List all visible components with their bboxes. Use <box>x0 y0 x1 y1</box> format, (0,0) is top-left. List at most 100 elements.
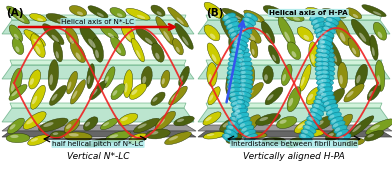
Ellipse shape <box>231 35 245 43</box>
Ellipse shape <box>10 68 22 97</box>
Ellipse shape <box>310 112 316 116</box>
Ellipse shape <box>237 35 242 39</box>
Ellipse shape <box>240 67 245 70</box>
Ellipse shape <box>227 74 241 81</box>
Ellipse shape <box>67 71 78 94</box>
Ellipse shape <box>339 75 343 84</box>
Ellipse shape <box>87 75 90 84</box>
Ellipse shape <box>103 67 115 88</box>
Ellipse shape <box>299 64 311 91</box>
Ellipse shape <box>238 61 252 68</box>
Ellipse shape <box>322 31 328 34</box>
Polygon shape <box>206 60 382 65</box>
Ellipse shape <box>113 90 117 96</box>
Ellipse shape <box>347 91 354 97</box>
Ellipse shape <box>236 104 241 108</box>
Ellipse shape <box>162 78 165 84</box>
Ellipse shape <box>100 118 118 130</box>
Ellipse shape <box>155 53 160 59</box>
Ellipse shape <box>319 84 324 88</box>
Ellipse shape <box>124 83 128 93</box>
Ellipse shape <box>229 88 235 91</box>
Ellipse shape <box>241 26 246 30</box>
Ellipse shape <box>31 138 38 142</box>
Ellipse shape <box>323 99 336 107</box>
Ellipse shape <box>263 6 285 18</box>
Ellipse shape <box>335 19 351 45</box>
Ellipse shape <box>364 131 384 141</box>
Ellipse shape <box>226 130 231 133</box>
Ellipse shape <box>321 61 335 68</box>
Polygon shape <box>10 103 186 108</box>
Polygon shape <box>198 108 390 122</box>
Ellipse shape <box>231 48 245 55</box>
Polygon shape <box>198 20 390 34</box>
Ellipse shape <box>317 58 322 61</box>
Ellipse shape <box>230 52 243 59</box>
Ellipse shape <box>322 58 328 61</box>
Ellipse shape <box>322 75 327 78</box>
Text: Interdistance between fibril bundle: Interdistance between fibril bundle <box>230 141 358 147</box>
Ellipse shape <box>245 136 251 140</box>
Ellipse shape <box>136 50 141 58</box>
Ellipse shape <box>319 35 333 42</box>
Ellipse shape <box>180 75 183 82</box>
Ellipse shape <box>14 34 19 40</box>
Ellipse shape <box>137 15 145 19</box>
Text: half helical pitch of N*-LC: half helical pitch of N*-LC <box>52 141 144 147</box>
Polygon shape <box>198 131 392 137</box>
Ellipse shape <box>294 118 316 133</box>
Ellipse shape <box>330 116 343 125</box>
Ellipse shape <box>145 38 152 44</box>
Ellipse shape <box>314 24 319 28</box>
Ellipse shape <box>232 44 246 51</box>
Ellipse shape <box>359 33 366 42</box>
Ellipse shape <box>312 20 318 23</box>
Ellipse shape <box>323 89 345 109</box>
Ellipse shape <box>246 13 252 17</box>
Ellipse shape <box>245 13 258 21</box>
Ellipse shape <box>223 16 229 19</box>
Ellipse shape <box>239 92 245 95</box>
Ellipse shape <box>50 131 66 138</box>
Ellipse shape <box>229 70 234 74</box>
Ellipse shape <box>224 17 238 26</box>
Ellipse shape <box>307 121 312 125</box>
Ellipse shape <box>245 82 263 100</box>
Ellipse shape <box>314 23 334 40</box>
Ellipse shape <box>237 30 250 38</box>
Ellipse shape <box>118 113 138 125</box>
Ellipse shape <box>319 44 324 47</box>
Ellipse shape <box>237 117 250 125</box>
Ellipse shape <box>111 84 125 100</box>
Ellipse shape <box>314 104 319 108</box>
Ellipse shape <box>227 24 232 28</box>
Ellipse shape <box>321 35 326 39</box>
Ellipse shape <box>222 13 236 21</box>
Ellipse shape <box>231 100 245 107</box>
Ellipse shape <box>224 129 238 138</box>
Ellipse shape <box>304 130 324 137</box>
Ellipse shape <box>320 91 334 99</box>
Ellipse shape <box>69 6 87 16</box>
Ellipse shape <box>49 85 67 105</box>
Ellipse shape <box>334 125 347 134</box>
Ellipse shape <box>64 119 80 133</box>
Ellipse shape <box>228 87 242 94</box>
Ellipse shape <box>229 57 243 64</box>
Ellipse shape <box>329 13 334 17</box>
Ellipse shape <box>177 119 184 122</box>
Ellipse shape <box>210 33 216 39</box>
Ellipse shape <box>247 90 254 96</box>
Ellipse shape <box>318 83 331 90</box>
Text: (B): (B) <box>206 8 223 18</box>
Ellipse shape <box>234 108 247 116</box>
Ellipse shape <box>325 17 339 26</box>
Ellipse shape <box>265 87 283 105</box>
Ellipse shape <box>315 26 328 34</box>
Ellipse shape <box>326 97 334 104</box>
Ellipse shape <box>32 96 37 104</box>
Ellipse shape <box>305 121 318 129</box>
Ellipse shape <box>238 54 243 57</box>
Ellipse shape <box>158 119 165 125</box>
